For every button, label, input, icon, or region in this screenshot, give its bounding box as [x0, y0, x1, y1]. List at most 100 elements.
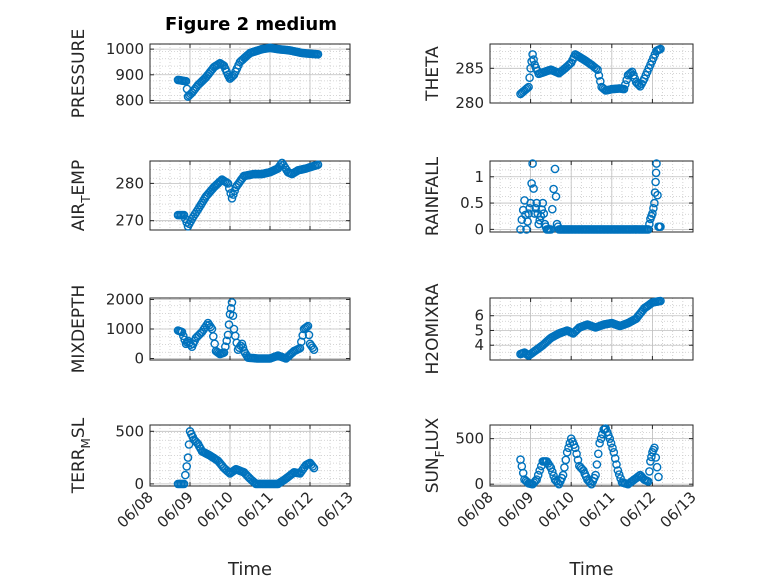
y-axis-label-tail: EMP — [69, 160, 89, 196]
data-point — [313, 160, 323, 169]
data-point — [528, 50, 537, 59]
y-tick-label: 285 — [455, 59, 484, 77]
data-point — [539, 209, 549, 218]
y-axis-label-main: MIXDEPTH — [69, 285, 89, 374]
axes-frame — [149, 43, 351, 104]
data-point — [180, 470, 190, 480]
data-point — [653, 190, 662, 200]
data-point — [594, 71, 604, 80]
data-point — [577, 464, 587, 474]
data-point — [610, 454, 620, 463]
data-point — [228, 311, 238, 321]
data-point — [309, 345, 319, 355]
y-axis-label: MIXDEPTH — [69, 285, 89, 374]
y-tick-label: 500 — [115, 422, 144, 440]
y-axis-label: SUNFLUX — [423, 417, 447, 493]
y-tick-label: 280 — [455, 94, 484, 112]
data-point — [572, 449, 581, 459]
axes-frame — [489, 43, 694, 104]
data-point — [525, 73, 534, 82]
data-point — [656, 222, 665, 231]
data-point — [528, 159, 537, 168]
data-point — [650, 198, 659, 208]
y-tick-label: 0 — [474, 475, 484, 493]
data-point — [182, 462, 191, 471]
data-point — [309, 463, 319, 473]
x-tick-label: 06/12 — [616, 488, 659, 531]
series-markers — [516, 44, 665, 99]
x-axis-label: Time — [568, 559, 613, 580]
y-tick-label: 0 — [474, 220, 484, 238]
axes-h2omixra: 456 H2OMIXRA — [423, 283, 694, 375]
y-tick-label: 5 — [474, 321, 484, 339]
data-point — [542, 457, 552, 466]
x-tick-label: 06/11 — [234, 488, 277, 531]
data-point — [522, 83, 532, 93]
data-point — [605, 434, 615, 444]
series-markers — [516, 159, 665, 234]
axes-mixdepth: 0 1000 2000 MIXDEPTH — [69, 285, 351, 374]
y-tick-label: 0 — [134, 475, 144, 493]
data-point — [612, 460, 621, 469]
data-point — [608, 443, 617, 453]
data-point — [594, 449, 603, 459]
data-point — [571, 443, 580, 453]
data-point — [573, 455, 583, 465]
y-tick-label: 0 — [134, 350, 144, 368]
y-axis-label: AIRTEMP — [69, 160, 93, 231]
data-point — [524, 209, 533, 218]
data-point — [224, 467, 233, 477]
data-point — [532, 198, 542, 208]
data-point — [216, 176, 225, 186]
data-point — [649, 203, 658, 213]
data-point — [650, 443, 659, 453]
data-point — [548, 204, 557, 214]
axes-rainfall: 0 0.5 1 RAINFALL — [423, 156, 694, 238]
data-point — [606, 438, 616, 448]
data-point — [645, 467, 654, 476]
data-point — [651, 177, 660, 187]
data-point — [550, 164, 560, 174]
data-point — [212, 455, 221, 465]
figure-title: Figure 2 medium — [165, 14, 337, 35]
y-tick-label: 0.5 — [460, 194, 484, 212]
data-point — [529, 184, 538, 193]
y-axis-label-sub: F — [433, 450, 447, 457]
data-point — [650, 188, 660, 197]
y-axis-label-tail: SL — [69, 417, 89, 438]
data-point — [621, 80, 630, 89]
data-point — [562, 447, 572, 457]
y-tick-label: 500 — [455, 430, 484, 448]
data-point — [179, 479, 189, 489]
data-point — [538, 198, 548, 208]
data-point — [302, 322, 312, 332]
y-tick-label: 6 — [474, 307, 484, 325]
axes-frame — [149, 424, 351, 487]
y-axis-label: RAINFALL — [423, 156, 443, 236]
data-point — [206, 322, 215, 332]
y-axis-label-sub: T — [79, 195, 93, 204]
data-point — [648, 209, 657, 218]
series-markers — [173, 426, 319, 489]
x-tick-label: 06/08 — [114, 488, 157, 531]
data-point — [224, 320, 234, 329]
data-point — [214, 59, 223, 69]
data-point — [652, 462, 662, 472]
y-axis-label-main: H2OMIXRA — [423, 283, 443, 374]
y-axis-label-tail: LUX — [423, 417, 443, 450]
data-point — [625, 69, 634, 79]
data-point — [595, 438, 604, 448]
x-tick-label: 06/13 — [314, 488, 357, 531]
data-point — [651, 168, 661, 178]
data-point — [222, 336, 231, 346]
data-point — [591, 64, 601, 73]
data-point — [527, 179, 536, 188]
y-axis-label: H2OMIXRA — [423, 283, 443, 374]
axes-theta: 280 285 THETA — [423, 43, 694, 112]
series-markers — [173, 298, 319, 363]
series-markers — [516, 424, 663, 489]
data-point — [308, 343, 318, 353]
data-point — [219, 348, 229, 357]
data-point — [179, 210, 189, 220]
y-tick-label: 4 — [474, 336, 484, 354]
